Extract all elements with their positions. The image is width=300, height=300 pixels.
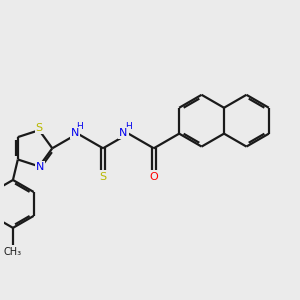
Text: CH₃: CH₃ bbox=[4, 247, 22, 257]
Text: O: O bbox=[149, 172, 158, 182]
Text: H: H bbox=[125, 122, 132, 131]
Text: N: N bbox=[119, 128, 128, 138]
Text: S: S bbox=[100, 172, 106, 182]
Text: S: S bbox=[36, 123, 43, 133]
Text: H: H bbox=[76, 122, 83, 131]
Text: N: N bbox=[70, 128, 79, 138]
Text: N: N bbox=[36, 162, 44, 172]
